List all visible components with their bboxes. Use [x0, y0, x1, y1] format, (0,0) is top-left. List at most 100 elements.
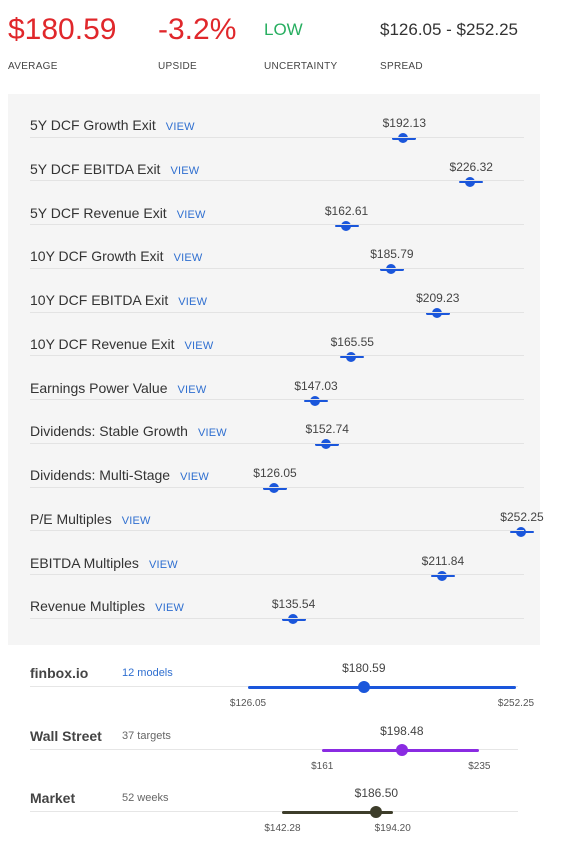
summary-current-marker: [370, 806, 383, 818]
spread-value: $126.05 - $252.25: [380, 20, 519, 39]
model-price: $135.54: [271, 597, 316, 612]
model-name: 5Y DCF EBITDA Exit VIEW: [30, 161, 199, 177]
average-stat: $180.59 AVERAGE: [8, 10, 117, 72]
model-row: 10Y DCF Revenue Exit VIEW $165.55: [30, 313, 524, 362]
model-price: $211.84: [421, 553, 465, 568]
model-value-marker: [430, 570, 455, 581]
uncertainty-stat: LOW UNCERTAINTY: [264, 10, 337, 72]
view-link[interactable]: VIEW: [184, 339, 214, 352]
model-name: 5Y DCF Revenue Exit VIEW: [30, 205, 206, 221]
summary-title: Market: [30, 790, 76, 806]
summary-row: Wall Street 37 targets $198.48 $161 $235: [30, 719, 518, 781]
model-row: P/E Multiples VIEW $252.25: [30, 488, 544, 537]
model-name: Revenue Multiples VIEW: [30, 598, 184, 614]
uncertainty-label: UNCERTAINTY: [264, 61, 338, 72]
model-row: 5Y DCF Growth Exit VIEW $192.13: [30, 94, 524, 143]
view-link[interactable]: VIEW: [148, 558, 178, 571]
model-value-marker: [392, 133, 417, 143]
model-value-marker: [425, 308, 450, 318]
model-value-marker: [510, 526, 534, 537]
model-row: 5Y DCF EBITDA Exit VIEW $226.32: [30, 138, 524, 187]
model-price: $152.74: [305, 422, 349, 437]
row-divider: [30, 574, 524, 576]
model-value-marker: [379, 264, 404, 275]
model-value-marker: [340, 351, 365, 362]
view-link[interactable]: VIEW: [178, 296, 208, 308]
model-name-text: 5Y DCF Growth Exit: [30, 117, 156, 133]
view-link[interactable]: VIEW: [165, 121, 195, 133]
row-divider: [30, 311, 524, 313]
model-price: $226.32: [449, 159, 493, 174]
row-divider: [30, 267, 524, 269]
summary-current-marker: [357, 681, 370, 693]
model-row: Dividends: Multi-Stage VIEW $126.05: [30, 444, 524, 493]
summary-divider: [30, 811, 518, 812]
model-name-text: 5Y DCF Revenue Exit: [30, 204, 167, 221]
model-name: Earnings Power Value VIEW: [30, 380, 206, 396]
summary-high-value: $235: [468, 761, 491, 772]
summary-row: finbox.io 12 models $180.59 $126.05 $252.25: [30, 656, 534, 718]
upside-label: UPSIDE: [158, 61, 198, 72]
model-name: 5Y DCF Growth Exit VIEW: [30, 117, 195, 133]
row-divider: [30, 136, 524, 138]
model-value-marker: [281, 614, 306, 625]
row-divider: [30, 180, 524, 182]
model-name: P/E Multiples VIEW: [30, 511, 151, 527]
model-price: $252.25: [500, 509, 544, 524]
uncertainty-value: LOW: [264, 20, 303, 39]
summary-current-value: $180.59: [342, 661, 386, 675]
model-row: EBITDA Multiples VIEW $211.84: [30, 532, 524, 581]
model-row: 5Y DCF Revenue Exit VIEW $162.61: [30, 182, 524, 231]
model-name: Dividends: Multi-Stage VIEW: [30, 467, 209, 483]
row-divider: [30, 617, 524, 619]
model-name-text: P/E Multiples: [30, 510, 112, 527]
view-link[interactable]: VIEW: [176, 208, 206, 221]
model-row: Dividends: Stable Growth VIEW $152.74: [30, 400, 524, 450]
summary-range-bar: [282, 811, 393, 814]
model-name-text: EBITDA Multiples: [30, 554, 139, 571]
model-name-text: 10Y DCF Growth Exit: [30, 248, 164, 265]
average-label: AVERAGE: [8, 61, 58, 72]
summary-low-value: $161: [311, 761, 334, 772]
model-name-text: 10Y DCF Revenue Exit: [30, 335, 175, 352]
summary-low-value: $126.05: [229, 698, 267, 709]
summary-high-value: $194.20: [374, 823, 411, 834]
model-row: Revenue Multiples VIEW $135.54: [30, 575, 524, 625]
model-row: 10Y DCF EBITDA Exit VIEW $209.23: [30, 269, 524, 318]
view-link[interactable]: VIEW: [197, 427, 227, 440]
summary-current-value: $198.48: [380, 724, 424, 738]
summary-count[interactable]: 12 models: [122, 667, 173, 679]
summary-row: Market 52 weeks $186.50 $142.28 $194.20: [30, 781, 518, 843]
view-link[interactable]: VIEW: [180, 471, 209, 483]
model-price: $185.79: [370, 247, 414, 262]
model-name: Dividends: Stable Growth VIEW: [30, 423, 227, 439]
model-value-marker: [315, 439, 340, 450]
upside-value: -3.2%: [158, 13, 237, 46]
model-value-marker: [459, 176, 484, 187]
model-name: EBITDA Multiples VIEW: [30, 555, 178, 571]
model-name-text: Dividends: Stable Growth: [30, 423, 188, 440]
model-name-text: Dividends: Multi-Stage: [30, 467, 171, 483]
summary-current-marker: [395, 744, 408, 756]
model-price: $209.23: [416, 291, 460, 305]
view-link[interactable]: VIEW: [177, 383, 207, 396]
average-value: $180.59: [8, 13, 117, 46]
model-value-marker: [334, 220, 359, 231]
model-price: $192.13: [382, 116, 427, 130]
view-link[interactable]: VIEW: [155, 602, 185, 615]
view-link[interactable]: VIEW: [121, 514, 151, 527]
summary-low-value: $142.28: [264, 823, 301, 834]
row-divider: [30, 530, 524, 532]
view-link[interactable]: VIEW: [170, 164, 200, 177]
model-value-marker: [263, 483, 287, 493]
model-row: Earnings Power Value VIEW $147.03: [30, 357, 524, 406]
summary-count: 52 weeks: [122, 792, 169, 804]
row-divider: [30, 486, 524, 488]
model-name: 10Y DCF Growth Exit VIEW: [30, 248, 202, 264]
summary-divider: [30, 749, 518, 750]
model-name-text: 5Y DCF EBITDA Exit: [30, 160, 161, 177]
row-divider: [30, 224, 524, 226]
view-link[interactable]: VIEW: [173, 252, 203, 265]
summary-high-value: $252.25: [497, 698, 535, 709]
summary-count: 37 targets: [122, 730, 171, 742]
